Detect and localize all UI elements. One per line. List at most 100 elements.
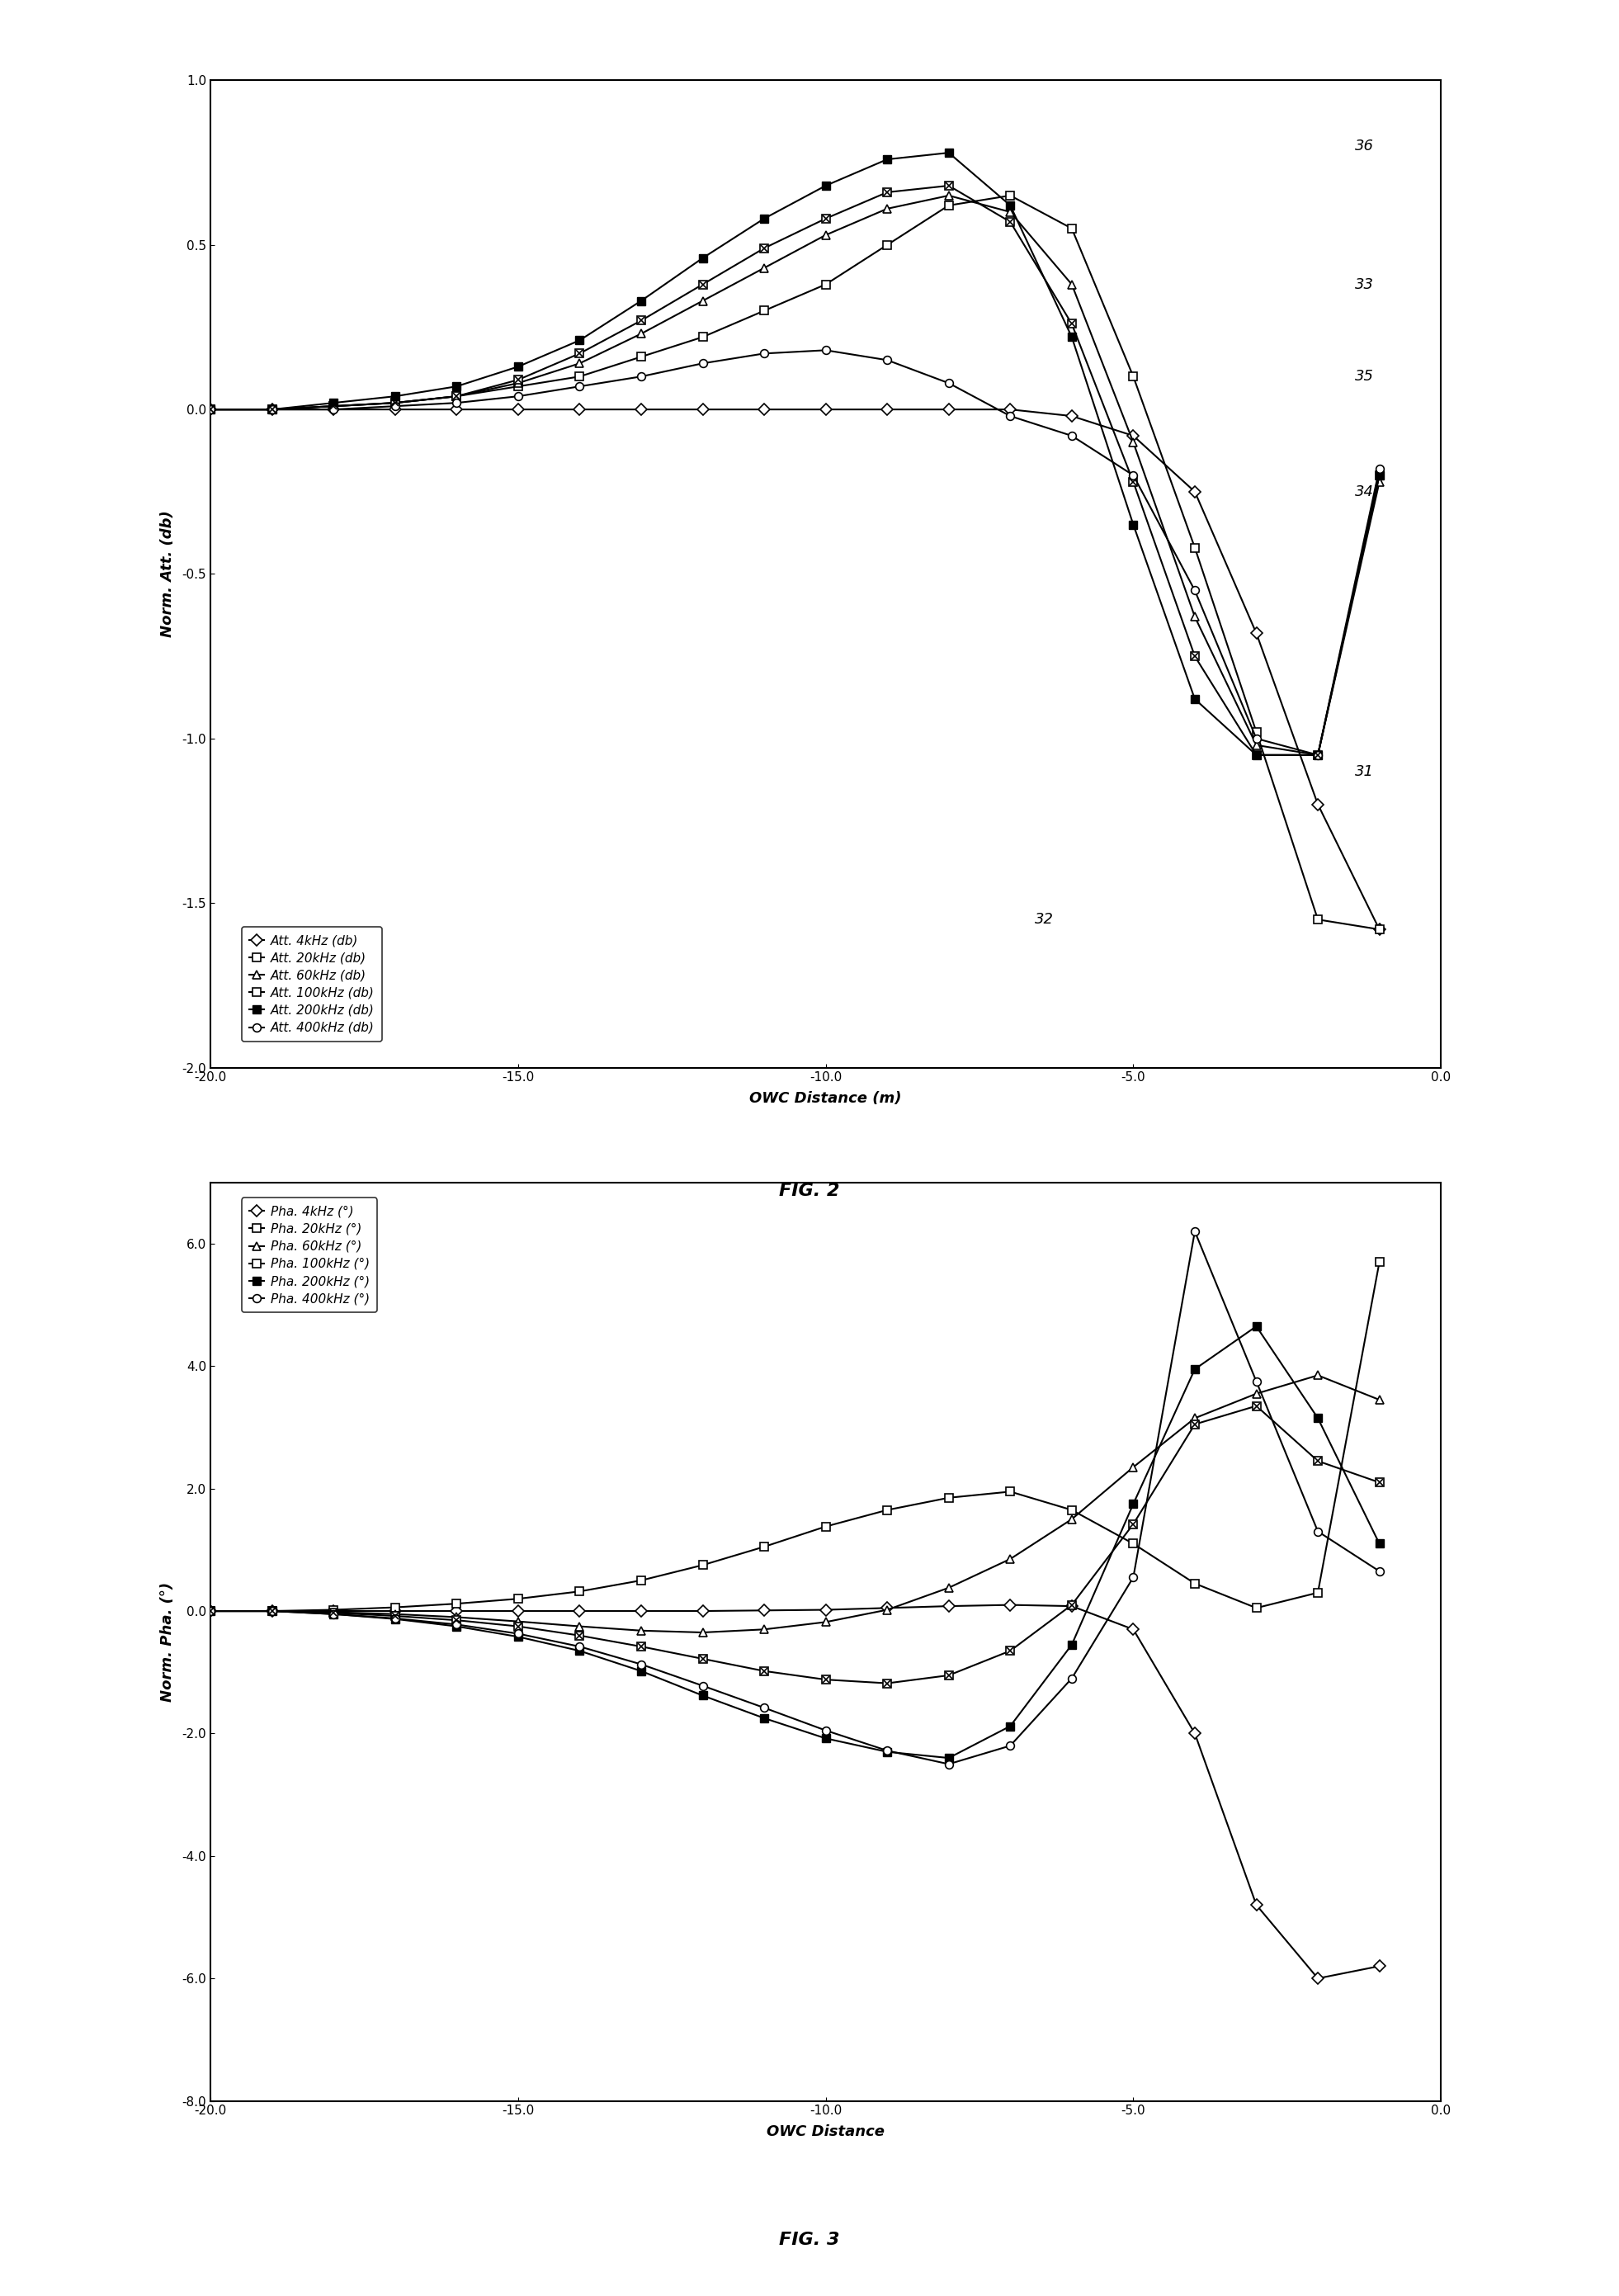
Att. 200kHz (db) [1062,324,1081,351]
Pha. 200kHz (°) [1124,1490,1143,1518]
Pha. 20kHz (°) [877,1497,897,1525]
Att. 400kHz (db) [1308,742,1328,769]
Pha. 20kHz (°) [816,1513,835,1541]
Pha. 60kHz (°) [1308,1362,1328,1389]
Legend: Att. 4kHz (db), Att. 20kHz (db), Att. 60kHz (db), Att. 100kHz (db), Att. 200kHz : Att. 4kHz (db), Att. 20kHz (db), Att. 60… [241,928,382,1042]
Pha. 100kHz (°) [1001,1637,1020,1665]
Att. 20kHz (db) [1001,181,1020,209]
Pha. 4kHz (°) [385,1598,405,1626]
Pha. 20kHz (°) [570,1577,589,1605]
Att. 20kHz (db) [631,342,651,370]
Att. 4kHz (db) [939,395,958,422]
Pha. 400kHz (°) [201,1598,220,1626]
Att. 100kHz (db) [816,204,835,232]
Pha. 4kHz (°) [508,1598,528,1626]
Pha. 60kHz (°) [508,1607,528,1635]
Pha. 400kHz (°) [1062,1665,1081,1692]
Att. 60kHz (db) [385,388,405,416]
Pha. 60kHz (°) [447,1603,466,1630]
Att. 20kHz (db) [816,271,835,298]
Pha. 100kHz (°) [1062,1591,1081,1619]
Att. 400kHz (db) [508,383,528,411]
Att. 20kHz (db) [1185,535,1205,563]
Att. 4kHz (db) [1185,478,1205,505]
Att. 200kHz (db) [1001,191,1020,218]
Pha. 4kHz (°) [1308,1965,1328,1993]
Pha. 200kHz (°) [939,1745,958,1773]
Pha. 400kHz (°) [631,1651,651,1678]
Text: 31: 31 [1355,765,1375,778]
Pha. 60kHz (°) [324,1598,343,1626]
Att. 60kHz (db) [447,383,466,411]
Line: Att. 400kHz (db): Att. 400kHz (db) [207,347,1383,760]
Pha. 100kHz (°) [508,1612,528,1639]
Att. 400kHz (db) [816,338,835,365]
Pha. 100kHz (°) [324,1598,343,1626]
Att. 200kHz (db) [816,172,835,200]
Att. 60kHz (db) [324,393,343,420]
Pha. 100kHz (°) [939,1662,958,1690]
Pha. 400kHz (°) [939,1750,958,1777]
Pha. 200kHz (°) [324,1600,343,1628]
Att. 100kHz (db) [1247,742,1266,769]
Pha. 100kHz (°) [1185,1410,1205,1437]
Att. 4kHz (db) [1001,395,1020,422]
Pha. 200kHz (°) [1001,1713,1020,1740]
Pha. 20kHz (°) [201,1598,220,1626]
Pha. 200kHz (°) [385,1605,405,1632]
Pha. 60kHz (°) [262,1598,282,1626]
Att. 100kHz (db) [1370,461,1389,489]
Pha. 100kHz (°) [385,1603,405,1630]
Att. 200kHz (db) [570,326,589,354]
Att. 200kHz (db) [693,243,712,271]
Pha. 200kHz (°) [1185,1355,1205,1382]
Att. 60kHz (db) [631,319,651,347]
Pha. 400kHz (°) [1185,1217,1205,1244]
Att. 100kHz (db) [324,393,343,420]
Y-axis label: Norm. Att. (db): Norm. Att. (db) [160,510,175,638]
Att. 400kHz (db) [447,388,466,416]
Pha. 60kHz (°) [693,1619,712,1646]
Att. 200kHz (db) [939,140,958,168]
Att. 100kHz (db) [754,234,774,262]
Pha. 100kHz (°) [754,1658,774,1685]
Att. 200kHz (db) [754,204,774,232]
Line: Att. 60kHz (db): Att. 60kHz (db) [207,191,1383,760]
Att. 20kHz (db) [754,296,774,324]
Att. 20kHz (db) [1308,905,1328,932]
Att. 100kHz (db) [262,395,282,422]
Line: Pha. 60kHz (°): Pha. 60kHz (°) [207,1371,1383,1637]
X-axis label: OWC Distance (m): OWC Distance (m) [750,1091,902,1107]
Att. 20kHz (db) [1124,363,1143,390]
Att. 20kHz (db) [324,393,343,420]
Pha. 4kHz (°) [631,1598,651,1626]
Att. 100kHz (db) [1308,742,1328,769]
Line: Att. 4kHz (db): Att. 4kHz (db) [207,406,1383,934]
Pha. 20kHz (°) [508,1584,528,1612]
Pha. 60kHz (°) [877,1596,897,1623]
Att. 60kHz (db) [1124,429,1143,457]
Att. 20kHz (db) [262,395,282,422]
Att. 4kHz (db) [631,395,651,422]
Pha. 100kHz (°) [631,1632,651,1660]
Att. 100kHz (db) [693,271,712,298]
Att. 4kHz (db) [262,395,282,422]
Att. 20kHz (db) [201,395,220,422]
Pha. 20kHz (°) [1124,1529,1143,1557]
Att. 200kHz (db) [508,354,528,381]
Att. 60kHz (db) [508,370,528,397]
Pha. 200kHz (°) [693,1681,712,1708]
Pha. 100kHz (°) [262,1598,282,1626]
Att. 400kHz (db) [1124,461,1143,489]
Pha. 4kHz (°) [939,1593,958,1621]
Att. 20kHz (db) [1370,916,1389,944]
Att. 200kHz (db) [1247,742,1266,769]
Line: Pha. 4kHz (°): Pha. 4kHz (°) [207,1600,1383,1981]
Line: Att. 200kHz (db): Att. 200kHz (db) [207,149,1383,760]
Att. 4kHz (db) [201,395,220,422]
Att. 200kHz (db) [385,383,405,411]
Att. 60kHz (db) [693,287,712,315]
Pha. 4kHz (°) [570,1598,589,1626]
Att. 100kHz (db) [877,179,897,207]
Att. 400kHz (db) [1185,576,1205,604]
